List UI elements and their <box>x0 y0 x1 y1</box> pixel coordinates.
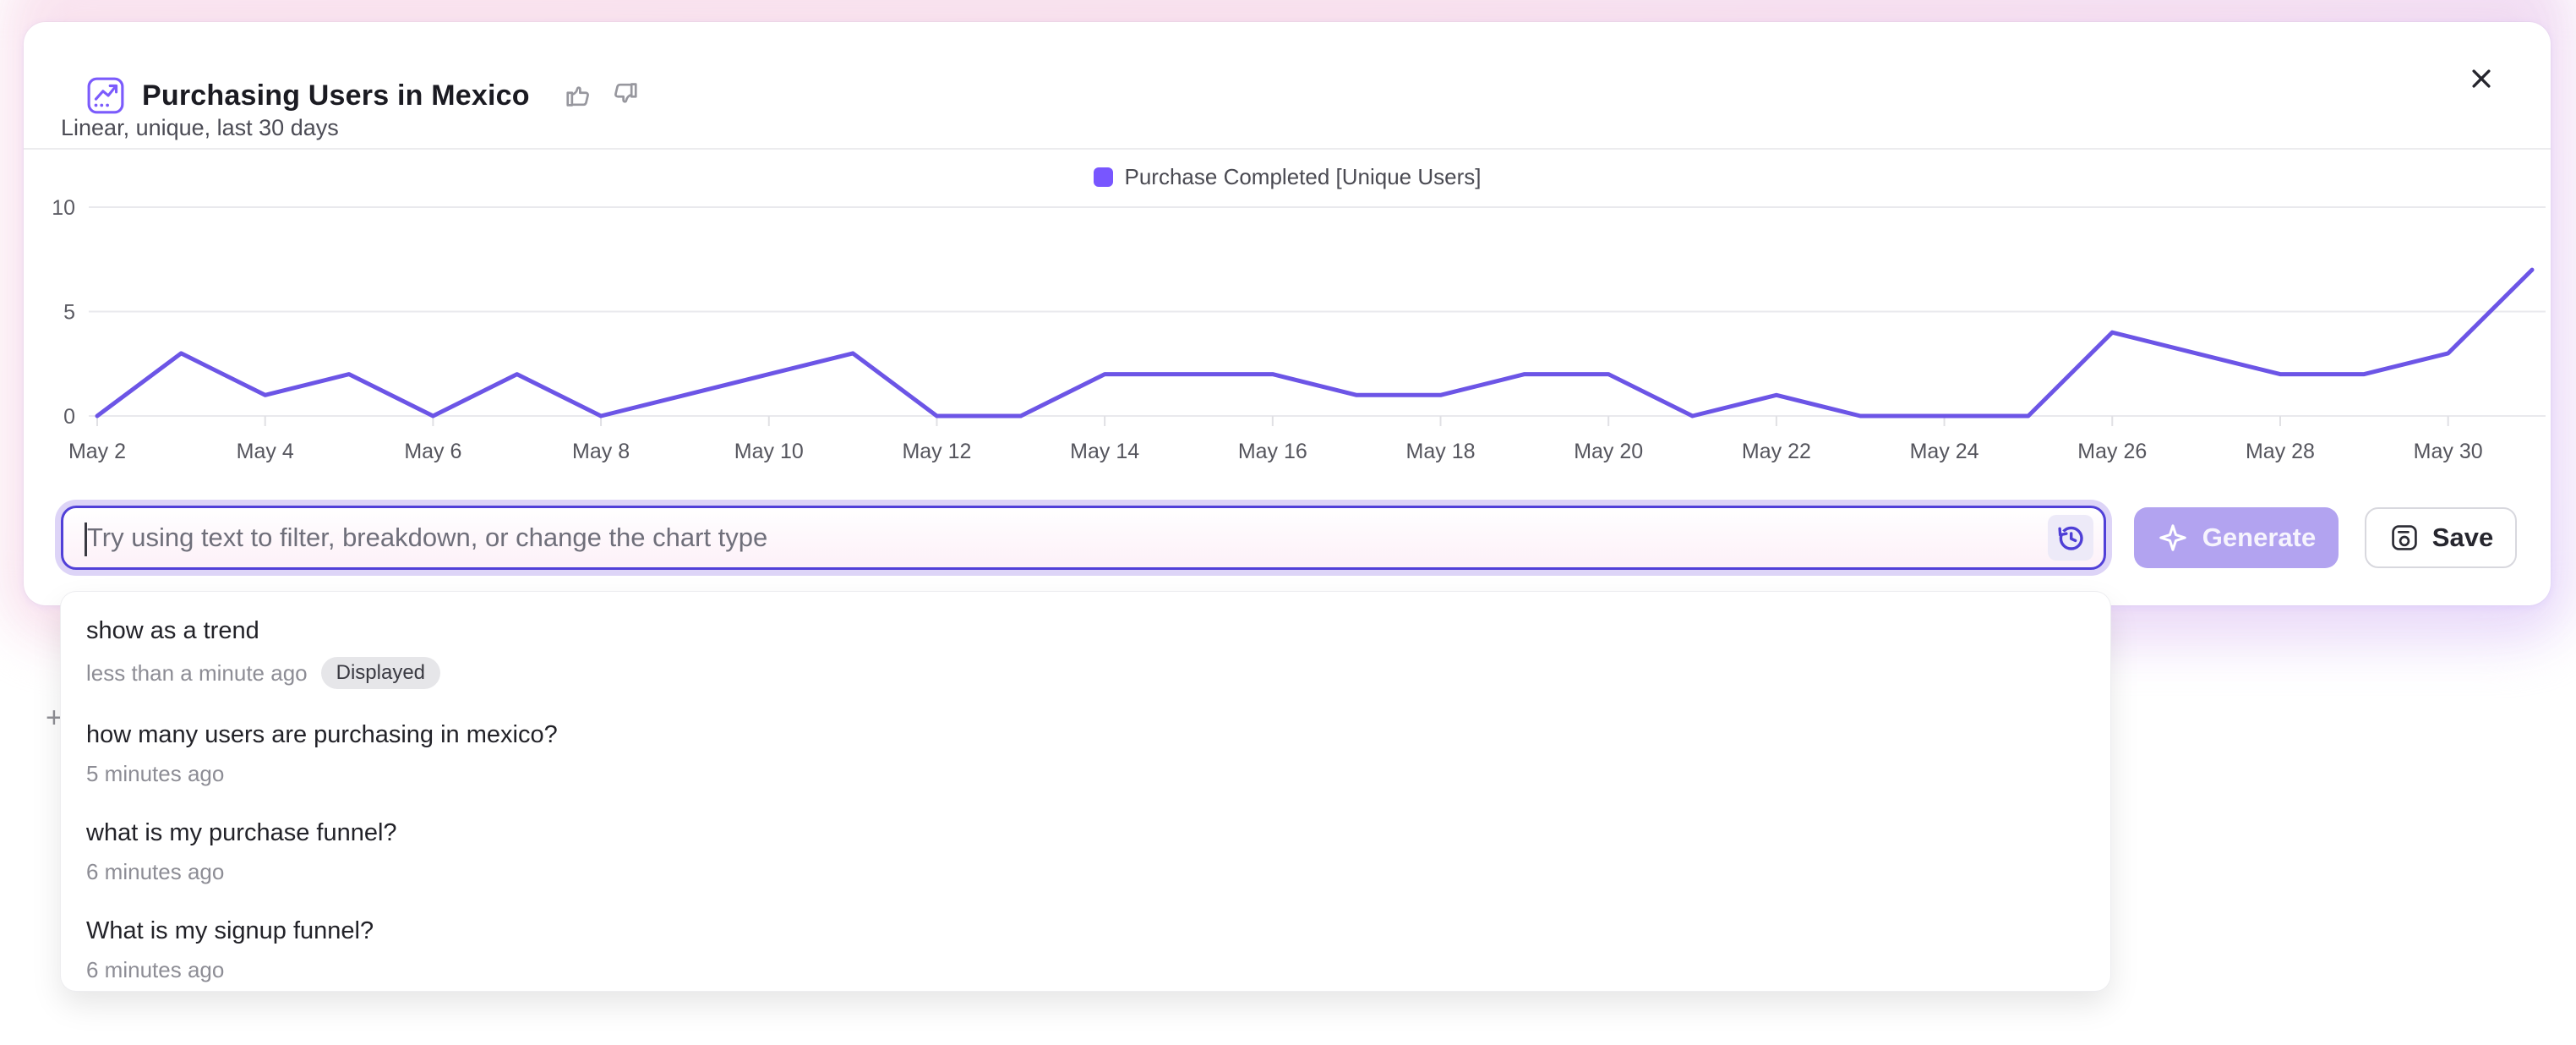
close-icon <box>2472 68 2491 88</box>
thumbs-up-button[interactable] <box>560 79 594 112</box>
save-icon <box>2392 525 2417 550</box>
x-tick-label: May 16 <box>1238 440 1307 463</box>
trend-line <box>95 267 2535 419</box>
x-tick-label: May 14 <box>1070 440 1139 463</box>
x-tick-label: May 18 <box>1406 440 1476 463</box>
x-tick-label: May 12 <box>902 440 971 463</box>
save-button-label: Save <box>2431 522 2494 552</box>
ai-prompt-input[interactable] <box>63 508 2104 567</box>
x-tick-label: May 4 <box>237 440 294 463</box>
x-tick-label: May 10 <box>734 440 804 463</box>
thumbs-up-icon <box>566 85 589 107</box>
text-caret <box>85 522 87 556</box>
legend-label: Purchase Completed [Unique Users] <box>1124 164 1482 189</box>
history-button[interactable] <box>2048 515 2093 561</box>
generate-button-label: Generate <box>2202 522 2317 552</box>
y-tick-label: 0 <box>63 405 75 429</box>
history-item[interactable]: how many users are purchasing in mexico?… <box>61 706 2110 804</box>
history-dropdown: show as a trend less than a minute ago Dis… <box>61 592 2110 991</box>
history-item-time: 6 minutes ago <box>86 957 225 983</box>
generate-button[interactable]: Generate <box>2134 507 2339 568</box>
trend-chart-icon <box>87 77 124 114</box>
x-tick-label: May 2 <box>68 440 126 463</box>
save-button[interactable]: Save <box>2365 507 2517 568</box>
trend-chart: 0 5 10 May 2 May 4 May 6 May 8 May 10 May 12 May … <box>52 196 2546 463</box>
x-tick-label: May 24 <box>1910 440 1979 463</box>
chart-subtitle: Linear, unique, last 30 days <box>61 115 339 140</box>
add-button-partial[interactable]: + <box>46 702 63 734</box>
history-item-badge: Displayed <box>320 657 441 690</box>
thumbs-down-icon <box>614 82 637 103</box>
chart-card: Purchasing Users in Mexico Linear, u <box>24 22 2551 605</box>
x-tick-label: May 20 <box>1574 440 1643 463</box>
history-item-time: 6 minutes ago <box>86 859 225 885</box>
history-item-title: What is my signup funnel? <box>86 917 374 945</box>
x-tick-label: May 30 <box>2414 440 2483 463</box>
card-header: Purchasing Users in Mexico <box>86 76 643 115</box>
history-item[interactable]: What is my signup funnel? 6 minutes ago <box>61 902 2110 991</box>
x-tick-label: May 22 <box>1742 440 1811 463</box>
history-icon <box>2058 526 2083 550</box>
close-button[interactable] <box>2461 59 2502 100</box>
chart-legend[interactable]: Purchase Completed [Unique Users] <box>24 164 2551 190</box>
feedback-buttons <box>560 79 643 112</box>
ai-prompt-inputwrap <box>61 506 2106 570</box>
sparkle-icon <box>2159 524 2186 551</box>
history-item[interactable]: show as a trend less than a minute ago Dis… <box>61 602 2110 706</box>
x-tick-label: May 6 <box>404 440 461 463</box>
history-item-time: 5 minutes ago <box>86 761 225 787</box>
page-title: Purchasing Users in Mexico <box>142 79 530 112</box>
x-tick-label: May 8 <box>572 440 630 463</box>
history-item-title: show as a trend <box>86 617 259 644</box>
history-item-title: how many users are purchasing in mexico? <box>86 721 558 749</box>
x-tick-label: May 26 <box>2077 440 2147 463</box>
history-item-time: less than a minute ago <box>86 659 308 686</box>
y-tick-label: 10 <box>52 196 75 220</box>
y-tick-label: 5 <box>63 301 75 325</box>
thumbs-down-button[interactable] <box>609 79 643 112</box>
history-item[interactable]: what is my purchase funnel? 6 minutes ago <box>61 804 2110 902</box>
history-item-title: what is my purchase funnel? <box>86 819 397 847</box>
legend-swatch <box>1093 167 1113 187</box>
header-divider <box>24 148 2551 150</box>
x-tick-label: May 28 <box>2246 440 2315 463</box>
